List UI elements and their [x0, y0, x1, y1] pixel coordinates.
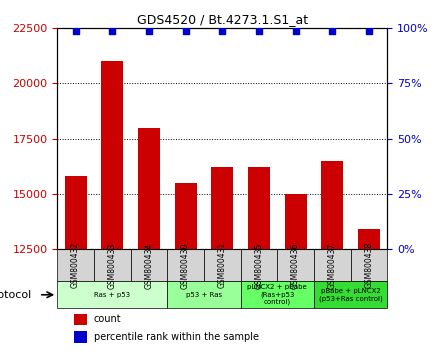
- FancyBboxPatch shape: [314, 281, 387, 308]
- FancyBboxPatch shape: [167, 281, 241, 308]
- FancyBboxPatch shape: [94, 249, 131, 281]
- Text: count: count: [94, 314, 121, 325]
- Title: GDS4520 / Bt.4273.1.S1_at: GDS4520 / Bt.4273.1.S1_at: [137, 13, 308, 26]
- Text: GSM800434: GSM800434: [144, 242, 154, 289]
- Bar: [65, 176, 87, 354]
- Point: [145, 28, 152, 33]
- FancyBboxPatch shape: [57, 249, 94, 281]
- Text: pLNCX2 + pBabe
(Ras+p53
control): pLNCX2 + pBabe (Ras+p53 control): [247, 284, 307, 305]
- Point: [292, 28, 299, 33]
- Bar: [248, 167, 270, 354]
- Point: [255, 28, 262, 33]
- FancyBboxPatch shape: [241, 249, 277, 281]
- FancyBboxPatch shape: [351, 249, 387, 281]
- Bar: [101, 61, 123, 354]
- FancyBboxPatch shape: [204, 249, 241, 281]
- Text: GSM800437: GSM800437: [328, 242, 337, 289]
- FancyBboxPatch shape: [314, 249, 351, 281]
- Point: [219, 28, 226, 33]
- Text: GSM800435: GSM800435: [254, 242, 264, 289]
- Text: pBabe + pLNCX2
(p53+Ras control): pBabe + pLNCX2 (p53+Ras control): [319, 288, 382, 302]
- Text: GSM800438: GSM800438: [364, 242, 374, 289]
- Text: GSM800433: GSM800433: [108, 242, 117, 289]
- Point: [72, 28, 79, 33]
- Text: Ras + p53: Ras + p53: [94, 292, 130, 298]
- Text: GSM800436: GSM800436: [291, 242, 300, 289]
- Point: [329, 28, 336, 33]
- Bar: [138, 127, 160, 354]
- Point: [182, 28, 189, 33]
- FancyBboxPatch shape: [57, 281, 167, 308]
- Bar: [321, 161, 343, 354]
- Bar: [211, 167, 233, 354]
- FancyBboxPatch shape: [131, 249, 167, 281]
- Bar: [358, 229, 380, 354]
- Text: percentile rank within the sample: percentile rank within the sample: [94, 332, 259, 342]
- Text: GSM800430: GSM800430: [181, 242, 190, 289]
- FancyBboxPatch shape: [167, 249, 204, 281]
- Text: GSM800431: GSM800431: [218, 242, 227, 289]
- Point: [109, 28, 116, 33]
- Bar: [74, 314, 87, 325]
- Bar: [285, 194, 307, 354]
- FancyBboxPatch shape: [241, 281, 314, 308]
- Text: GSM800432: GSM800432: [71, 242, 80, 289]
- Bar: [74, 331, 87, 343]
- Bar: [175, 183, 197, 354]
- Point: [365, 28, 372, 33]
- Text: p53 + Ras: p53 + Ras: [186, 292, 222, 298]
- FancyBboxPatch shape: [277, 249, 314, 281]
- Text: protocol: protocol: [0, 290, 32, 300]
